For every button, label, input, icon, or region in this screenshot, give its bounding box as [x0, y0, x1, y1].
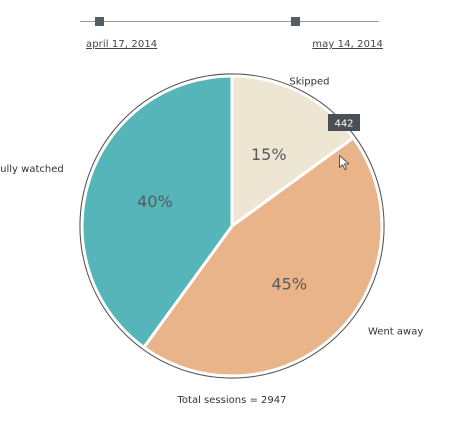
- pie-slice-fully-watched[interactable]: [80, 74, 234, 349]
- slice-percent-went-away: 45%: [271, 274, 307, 293]
- slider-handle-end[interactable]: [291, 17, 300, 26]
- end-date-label: may 14, 2014: [312, 39, 383, 50]
- pie-outline-ring: [79, 73, 385, 379]
- slice-tooltip: 442: [328, 114, 360, 131]
- pie-labels: 15% Skipped 45% Went away 40% Fully watched: [0, 76, 423, 337]
- slider-handle-start[interactable]: [95, 17, 104, 26]
- start-date-label: april 17, 2014: [86, 39, 158, 50]
- slice-name-skipped: Skipped: [289, 76, 329, 87]
- total-sessions-label: Total sessions = 2947: [177, 395, 287, 406]
- slice-percent-fully-watched: 40%: [137, 192, 173, 211]
- tooltip-value: 442: [334, 119, 353, 130]
- slider-track[interactable]: [80, 21, 379, 22]
- slice-name-fully-watched: Fully watched: [0, 164, 64, 175]
- mouse-pointer-icon: [339, 155, 350, 171]
- slice-name-went-away: Went away: [368, 327, 423, 338]
- slice-percent-skipped: 15%: [251, 145, 287, 164]
- tooltip-box: [328, 114, 360, 131]
- pie-slice-went-away[interactable]: [142, 136, 384, 378]
- date-range-slider[interactable]: april 17, 2014 may 14, 2014: [0, 0, 463, 60]
